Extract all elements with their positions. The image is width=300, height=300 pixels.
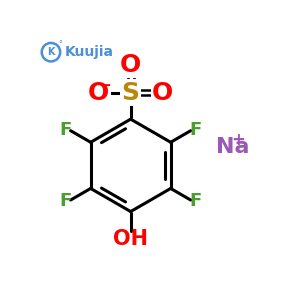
Text: O: O <box>120 53 141 77</box>
Text: −: − <box>98 78 111 93</box>
Text: +: + <box>231 131 245 149</box>
Text: Kuujia: Kuujia <box>64 45 113 59</box>
Text: F: F <box>190 121 202 139</box>
Text: O: O <box>152 81 173 105</box>
Text: Na: Na <box>216 137 250 157</box>
Text: O: O <box>88 81 109 105</box>
Text: K: K <box>47 47 55 57</box>
Text: OH: OH <box>113 229 148 249</box>
Text: F: F <box>190 192 202 210</box>
Text: F: F <box>59 192 72 210</box>
Text: °: ° <box>59 40 63 49</box>
Text: S: S <box>122 81 140 105</box>
Text: F: F <box>59 121 72 139</box>
